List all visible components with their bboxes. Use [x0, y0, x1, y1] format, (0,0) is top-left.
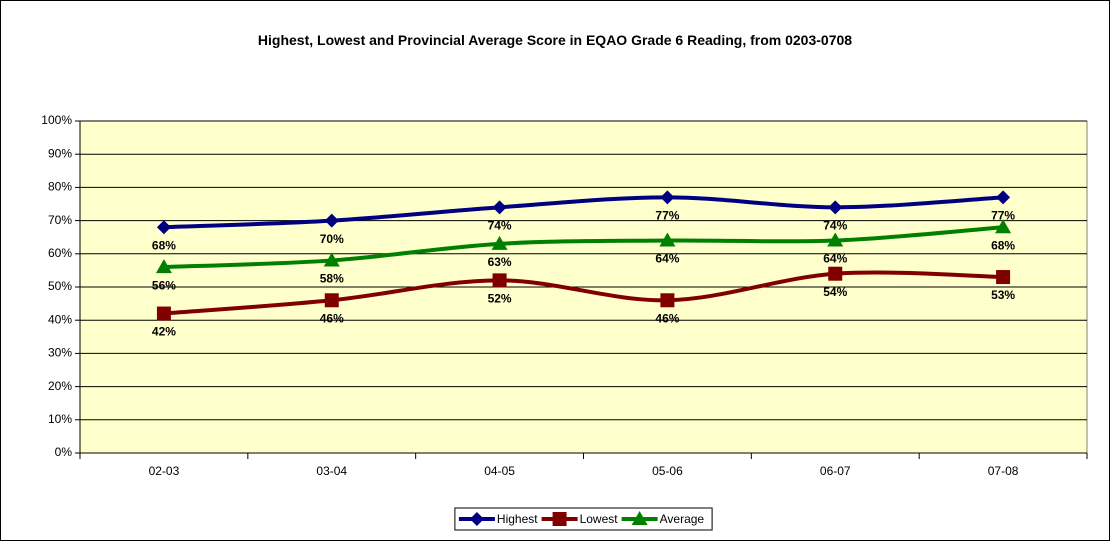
series-line: [163, 225, 1004, 270]
marker: [155, 259, 172, 274]
marker: [492, 273, 507, 288]
y-tick-label: 90%: [48, 146, 72, 160]
data-label: 77%: [655, 209, 679, 223]
y-tick-label: 40%: [48, 312, 72, 326]
y-tick-label: 80%: [48, 180, 72, 194]
chart-title: Highest, Lowest and Provincial Average S…: [257, 32, 853, 48]
marker: [828, 266, 843, 281]
y-tick-label: 70%: [48, 213, 72, 227]
y-tick-label: 10%: [48, 412, 72, 426]
x-tick-label: 04-05: [484, 464, 515, 478]
marker: [156, 220, 171, 235]
data-label: 64%: [655, 252, 679, 266]
data-label: 63%: [488, 255, 512, 269]
data-label: 68%: [152, 238, 176, 252]
marker: [828, 200, 843, 215]
data-label: 42%: [152, 325, 176, 339]
data-label: 58%: [320, 272, 344, 286]
legend-label: Highest: [497, 512, 538, 526]
data-label: 77%: [991, 209, 1015, 223]
y-tick-label: 0%: [55, 445, 73, 459]
x-tick-label: 06-07: [820, 464, 851, 478]
y-tick-label: 20%: [48, 379, 72, 393]
legend-box: [454, 507, 713, 531]
series-line: [163, 270, 1004, 316]
data-label: 56%: [152, 278, 176, 292]
marker: [552, 512, 567, 526]
legend-item: Lowest: [541, 512, 619, 526]
legend-label: Lowest: [580, 512, 619, 526]
marker: [827, 232, 844, 247]
marker: [631, 511, 648, 525]
marker: [323, 252, 340, 267]
marker: [324, 213, 339, 228]
y-tick-label: 30%: [48, 346, 72, 360]
legend-item: Average: [621, 511, 705, 526]
data-label: 54%: [823, 285, 847, 299]
legend: Highest Lowest Average: [454, 507, 713, 531]
data-label: 46%: [655, 311, 679, 325]
data-label: 46%: [320, 311, 344, 325]
legend-label: Average: [660, 512, 705, 526]
data-label: 64%: [823, 252, 847, 266]
marker: [660, 190, 675, 205]
data-label: 70%: [320, 232, 344, 246]
x-tick-label: 02-03: [149, 464, 180, 478]
marker: [156, 306, 171, 321]
y-tick-label: 100%: [41, 113, 72, 127]
y-tick-label: 60%: [48, 246, 72, 260]
data-label: 74%: [823, 218, 847, 232]
data-label: 68%: [991, 238, 1015, 252]
marker: [492, 200, 507, 215]
x-tick-label: 07-08: [988, 464, 1019, 478]
x-tick-label: 03-04: [316, 464, 347, 478]
marker: [996, 270, 1011, 285]
data-label: 53%: [991, 288, 1015, 302]
marker: [995, 219, 1012, 234]
marker: [996, 190, 1011, 205]
marker: [659, 232, 676, 247]
marker: [660, 293, 675, 308]
marker: [491, 235, 508, 250]
marker: [324, 293, 339, 308]
data-label: 52%: [488, 292, 512, 306]
marker: [469, 512, 484, 526]
legend-item: Highest: [458, 512, 538, 526]
x-tick-label: 05-06: [652, 464, 683, 478]
y-tick-label: 50%: [48, 279, 72, 293]
data-label: 74%: [488, 218, 512, 232]
series-line: [163, 195, 1004, 230]
